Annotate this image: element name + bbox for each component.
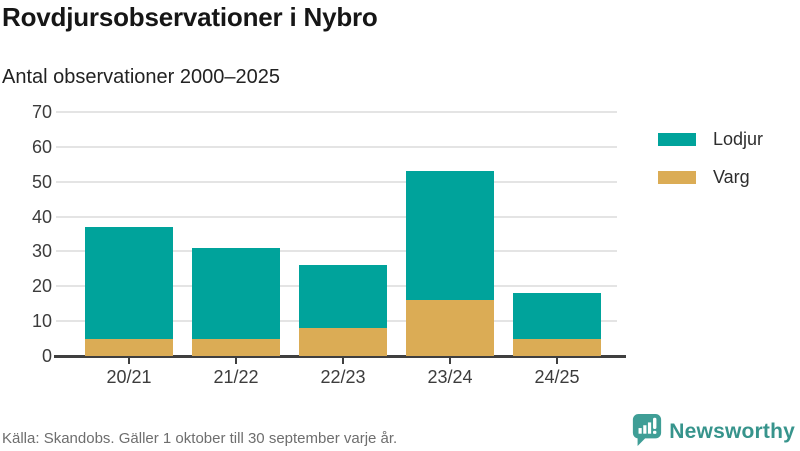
x-tick (128, 358, 130, 364)
gridline (56, 145, 617, 148)
x-tick (235, 358, 237, 364)
legend: Lodjur Varg (658, 129, 763, 188)
segment-lodjur (513, 293, 601, 339)
segment-varg (406, 300, 494, 356)
legend-item: Varg (658, 167, 763, 188)
legend-label: Varg (713, 167, 750, 187)
bar-21-22 (192, 112, 280, 356)
segment-varg (513, 338, 601, 356)
segment-varg (85, 338, 173, 356)
newsworthy-chart-bubble-icon (631, 412, 663, 451)
gridline (56, 111, 617, 113)
y-tick-label: 10 (31, 311, 52, 332)
x-tick-label: 23/24 (427, 367, 473, 387)
x-tick (342, 358, 344, 364)
segment-lodjur (299, 265, 387, 329)
legend-swatch (658, 171, 696, 184)
x-tick (556, 358, 558, 364)
x-axis-line (54, 355, 626, 358)
bar-23-24 (406, 112, 494, 356)
bar-24-25 (513, 112, 601, 356)
gridline (56, 250, 617, 253)
x-tick-label: 20/21 (106, 367, 152, 387)
y-tick-label: 30 (31, 241, 52, 262)
y-tick-label: 50 (31, 171, 52, 192)
gridline (56, 215, 617, 218)
y-tick-label: 70 (31, 102, 52, 122)
chart-subtitle: Antal observationer 2000–2025 (2, 66, 280, 88)
legend-swatch (658, 133, 696, 146)
x-tick-label: 21/22 (213, 367, 259, 387)
x-tick-label: 24/25 (534, 367, 580, 387)
y-tick-label: 20 (31, 276, 52, 297)
segment-lodjur (85, 227, 173, 339)
segment-varg (192, 338, 280, 356)
segment-varg (299, 328, 387, 356)
brand-logo: Newsworthy (631, 412, 795, 451)
x-tick (449, 358, 451, 364)
y-tick-label: 60 (31, 136, 52, 157)
bar-22-23 (299, 112, 387, 356)
bar-20-21 (85, 112, 173, 356)
chart-title: Rovdjursobservationer i Nybro (2, 2, 378, 32)
x-tick-label: 22/23 (320, 367, 366, 387)
source-note: Källa: Skandobs. Gäller 1 oktober till 3… (2, 430, 398, 447)
y-tick-label: 40 (31, 206, 52, 227)
y-tick-label: 0 (41, 346, 52, 366)
segment-lodjur (192, 247, 280, 339)
legend-label: Lodjur (713, 129, 764, 149)
gridline (56, 180, 617, 183)
brand-name: Newsworthy (669, 419, 795, 443)
legend-item: Lodjur (658, 129, 763, 150)
segment-lodjur (406, 171, 494, 301)
